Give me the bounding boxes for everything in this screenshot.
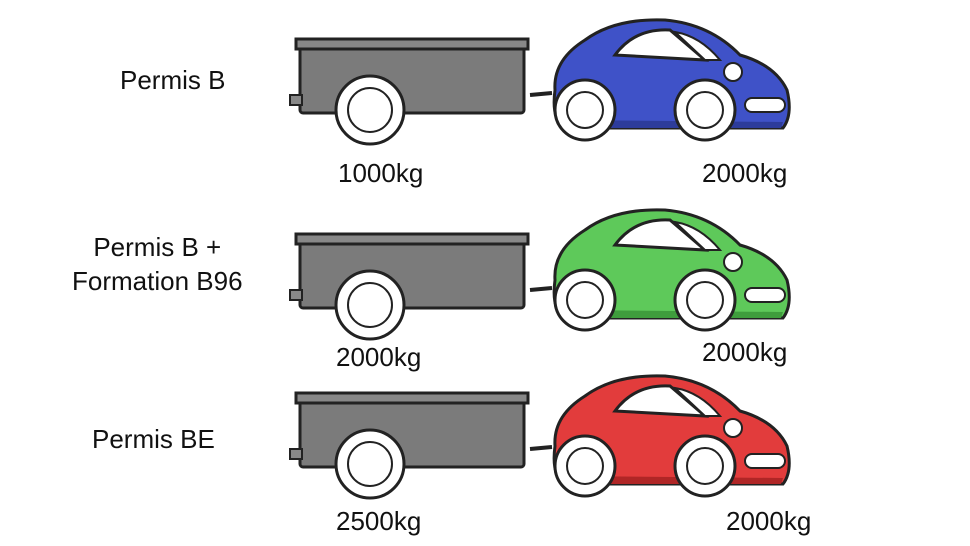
license-line-1: Permis BE [92, 424, 215, 454]
trailer-weight: 1000kg [338, 158, 424, 188]
trailer-weight: 2500kg [336, 506, 422, 536]
car-icon [552, 208, 791, 332]
license-label: Permis B [120, 63, 225, 97]
trailer-icon [289, 232, 553, 341]
license-line-1: Permis B [120, 65, 226, 95]
row-permis-b: Permis B 1000kg 2000kg [0, 0, 970, 188]
row-permis-b-b96: Permis B + Formation B96 2000kg 2000kg [0, 182, 970, 372]
license-label: Permis B + Formation B96 [72, 230, 243, 298]
license-line-1: Permis B + [93, 232, 222, 262]
car-weight: 2000kg [702, 158, 788, 188]
car-weight: 2000kg [726, 506, 812, 536]
license-label: Permis BE [92, 422, 215, 456]
row-permis-be: Permis BE 2500kg 2000kg [0, 364, 970, 546]
car-weight: 2000kg [702, 337, 788, 367]
trailer-icon [289, 391, 553, 500]
trailer-weight: 2000kg [336, 342, 422, 372]
car-icon [552, 374, 791, 498]
trailer-icon [289, 37, 553, 146]
license-line-2: Formation B96 [72, 266, 243, 296]
car-icon [552, 18, 791, 142]
